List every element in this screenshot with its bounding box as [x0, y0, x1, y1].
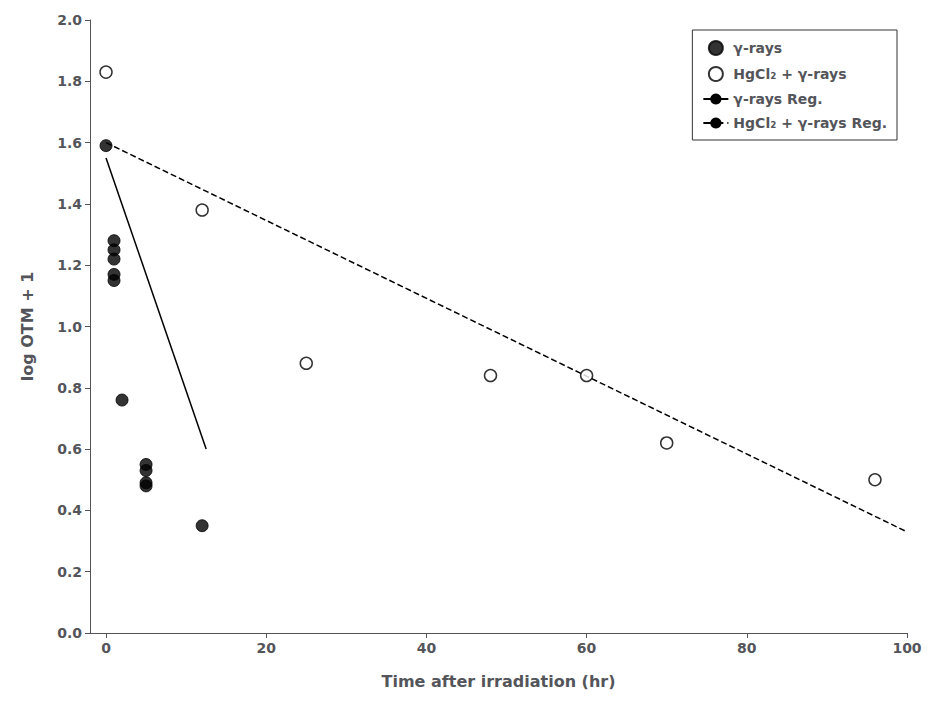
- svg-text:0.4: 0.4: [57, 502, 82, 518]
- svg-text:1.0: 1.0: [57, 319, 82, 335]
- svg-text:log OTM + 1: log OTM + 1: [18, 272, 37, 382]
- svg-text:0.8: 0.8: [57, 380, 82, 396]
- svg-text:Time after irradiation (hr): Time after irradiation (hr): [382, 672, 616, 691]
- svg-text:80: 80: [737, 640, 757, 656]
- svg-text:HgCl₂ + γ-rays Reg.: HgCl₂ + γ-rays Reg.: [733, 115, 887, 131]
- svg-text:100: 100: [892, 640, 921, 656]
- svg-text:2.0: 2.0: [57, 12, 82, 28]
- svg-text:0.2: 0.2: [57, 564, 82, 580]
- svg-text:1.4: 1.4: [57, 196, 82, 212]
- svg-text:1.8: 1.8: [57, 73, 82, 89]
- svg-text:60: 60: [577, 640, 597, 656]
- svg-text:1.2: 1.2: [57, 257, 82, 273]
- svg-text:40: 40: [417, 640, 437, 656]
- svg-text:HgCl₂ + γ-rays: HgCl₂ + γ-rays: [733, 66, 846, 82]
- svg-text:0.0: 0.0: [57, 625, 82, 641]
- svg-text:0.6: 0.6: [57, 441, 82, 457]
- svg-text:0: 0: [101, 640, 111, 656]
- svg-text:γ-rays Reg.: γ-rays Reg.: [733, 91, 822, 107]
- svg-text:γ-rays: γ-rays: [733, 40, 782, 56]
- svg-text:20: 20: [256, 640, 276, 656]
- svg-text:1.6: 1.6: [57, 135, 82, 151]
